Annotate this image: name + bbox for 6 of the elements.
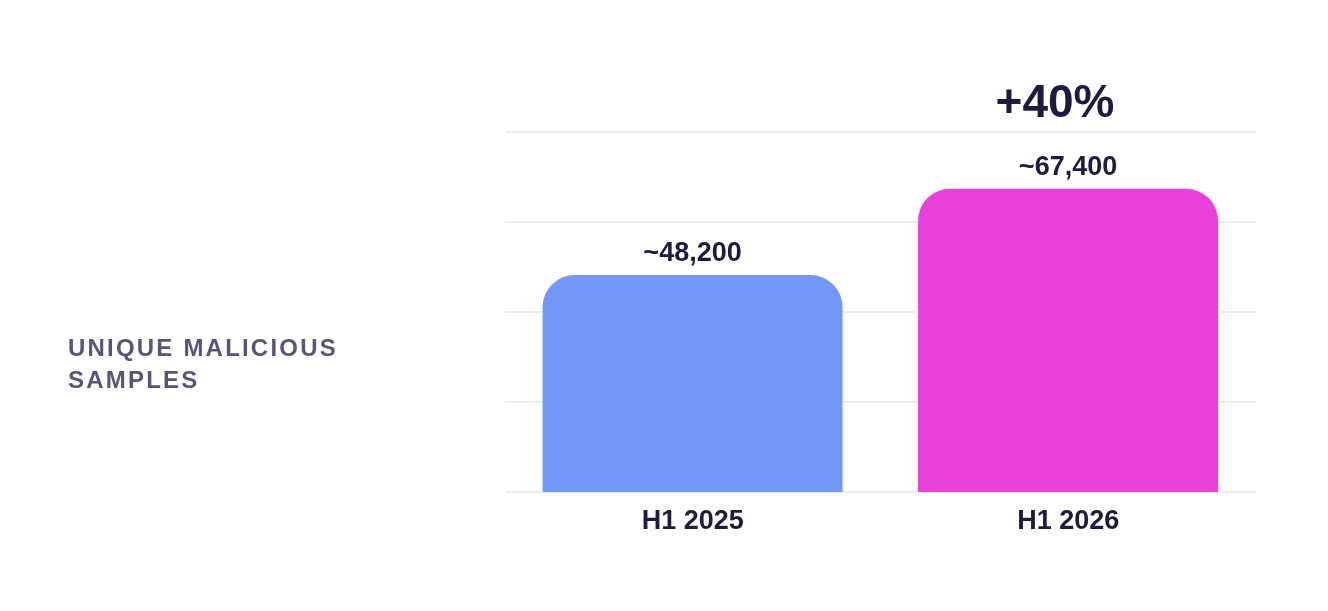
data-label: ~67,400 xyxy=(1018,150,1118,181)
text: UNIQUE MALICIOUS SAMPLES xyxy=(68,333,339,395)
x-tick-label: H1 2026 xyxy=(1017,505,1120,536)
data-label: ~48,200 xyxy=(643,237,742,268)
x-tick-label: H1 2025 xyxy=(641,505,744,536)
text: +40% xyxy=(994,74,1116,128)
